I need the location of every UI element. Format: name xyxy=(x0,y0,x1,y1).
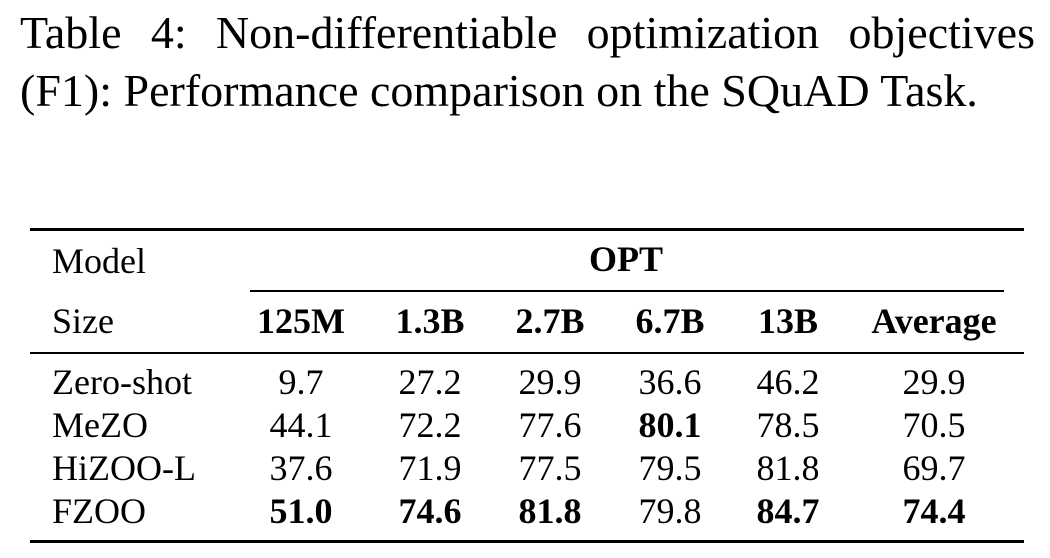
table-cell: 71.9 xyxy=(399,447,462,489)
column-header-6-7b: 6.7B xyxy=(635,300,704,342)
table-cell: 74.4 xyxy=(903,490,966,532)
row-label: HiZOO-L xyxy=(52,447,196,489)
table-cell: 77.6 xyxy=(519,404,582,446)
bottom-rule xyxy=(30,540,1024,543)
table-cell: 81.8 xyxy=(519,490,582,532)
table-cell: 72.2 xyxy=(399,404,462,446)
table-cell: 70.5 xyxy=(903,404,966,446)
table-cell: 29.9 xyxy=(519,361,582,403)
table-cell: 79.8 xyxy=(639,490,702,532)
table-cell: 74.6 xyxy=(399,490,462,532)
table-cell: 9.7 xyxy=(279,361,324,403)
row-label: MeZO xyxy=(52,404,148,446)
table-caption: Table 4: Non-differentiable optimization… xyxy=(20,4,1035,120)
table-cell: 84.7 xyxy=(757,490,820,532)
table-cell: 36.6 xyxy=(639,361,702,403)
group-rule xyxy=(250,290,1004,292)
column-header-13b: 13B xyxy=(758,300,818,342)
table-cell: 77.5 xyxy=(519,447,582,489)
table-cell: 44.1 xyxy=(270,404,333,446)
table-cell: 81.8 xyxy=(757,447,820,489)
table-cell: 51.0 xyxy=(270,490,333,532)
header-model: Model xyxy=(52,240,146,282)
table-cell: 46.2 xyxy=(757,361,820,403)
top-rule xyxy=(30,228,1024,231)
table-cell: 29.9 xyxy=(903,361,966,403)
row-label: FZOO xyxy=(52,490,146,532)
table-cell: 37.6 xyxy=(270,447,333,489)
header-size: Size xyxy=(52,300,114,342)
table-cell: 27.2 xyxy=(399,361,462,403)
column-header-125m: 125M xyxy=(257,300,345,342)
table-cell: 78.5 xyxy=(757,404,820,446)
header-rule xyxy=(30,352,1024,354)
header-opt-group: OPT xyxy=(589,238,663,280)
column-header-1-3b: 1.3B xyxy=(395,300,464,342)
table-cell: 79.5 xyxy=(639,447,702,489)
table-cell: 80.1 xyxy=(639,404,702,446)
row-label: Zero-shot xyxy=(52,361,192,403)
column-header-average: Average xyxy=(871,300,996,342)
column-header-2-7b: 2.7B xyxy=(515,300,584,342)
table-cell: 69.7 xyxy=(903,447,966,489)
